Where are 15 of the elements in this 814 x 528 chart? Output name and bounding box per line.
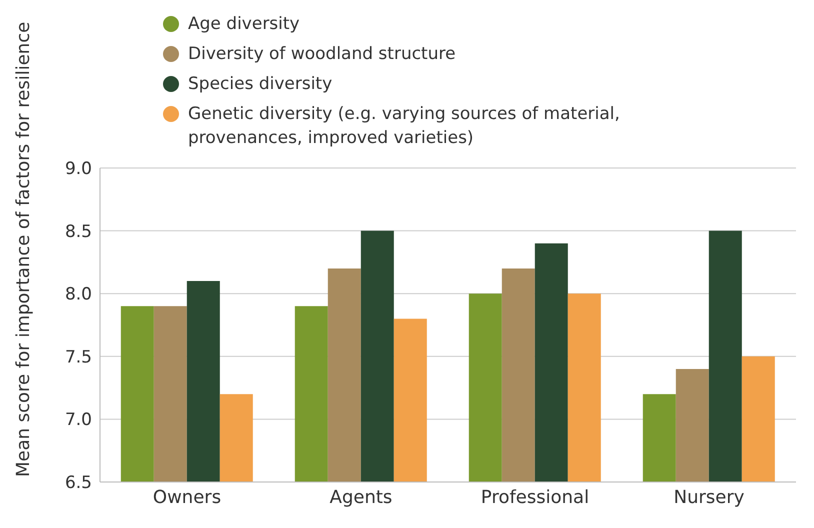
x-tick-label: Nursery: [674, 486, 745, 508]
y-axis-title: Mean score for importance of factors for resilience: [13, 22, 34, 477]
legend-label: Age diversity: [188, 13, 300, 36]
x-tick-label: Professional: [480, 486, 590, 508]
x-tick-label: Agents: [330, 486, 392, 508]
y-tick-label: 7.5: [64, 347, 92, 368]
y-tick-label: 7.0: [64, 410, 92, 430]
legend-label: Diversity of woodland structure: [188, 43, 456, 66]
x-tick-label: Owners: [152, 486, 222, 508]
y-tick-label: 8.0: [64, 284, 92, 305]
y-tick-label: 9.0: [64, 159, 92, 180]
y-tick-label: 8.5: [64, 222, 92, 242]
y-tick-label: 6.5: [64, 473, 92, 494]
legend-label: Genetic diversity (e.g. varying sources of material, provenances, improved varieties): [188, 103, 621, 150]
legend-label: Species diversity: [188, 73, 332, 96]
